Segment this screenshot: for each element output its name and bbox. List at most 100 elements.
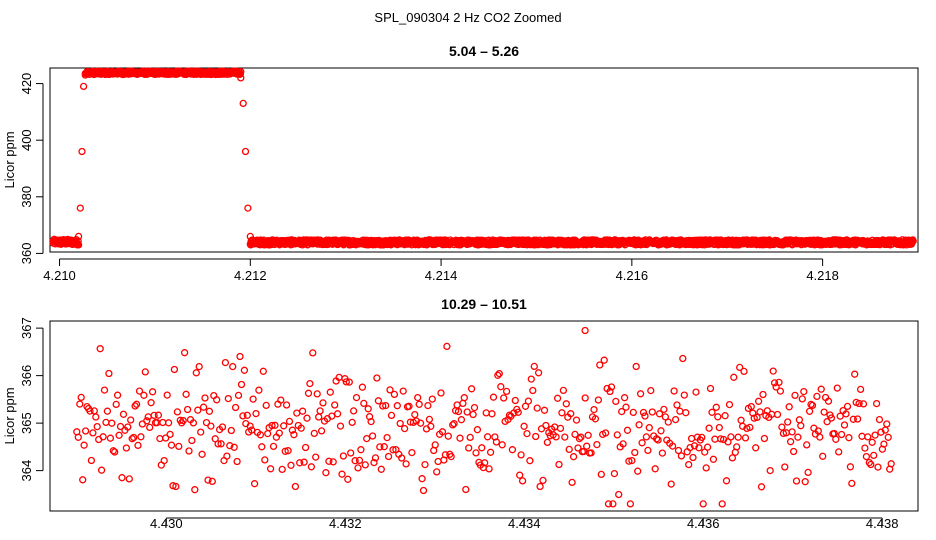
data-point (867, 460, 875, 469)
data-point (112, 400, 120, 409)
data-point (533, 404, 541, 412)
data-point (277, 396, 285, 404)
data-point (322, 469, 330, 477)
data-point (861, 444, 869, 452)
data-point (467, 385, 476, 393)
data-point (492, 438, 501, 446)
data-point (634, 467, 642, 475)
data-point (189, 419, 198, 427)
data-point (315, 413, 323, 421)
data-point (287, 461, 295, 469)
data-point (213, 396, 221, 404)
data-point (832, 435, 840, 443)
data-point (686, 443, 694, 452)
data-point (596, 361, 604, 369)
data-point (306, 379, 314, 388)
data-point (466, 433, 474, 442)
data-point (398, 454, 406, 462)
data-point (261, 456, 269, 464)
data-point (207, 422, 215, 430)
data-point (778, 423, 786, 431)
data-point (307, 463, 316, 471)
data-point (733, 443, 741, 451)
data-point (244, 204, 252, 212)
data-point (355, 456, 364, 465)
data-point (622, 403, 630, 411)
data-point (453, 401, 461, 409)
data-point (523, 429, 531, 438)
data-point (874, 463, 882, 471)
data-point (172, 482, 180, 491)
chart-2-plot-frame (49, 320, 919, 512)
data-point (708, 408, 716, 416)
data-point (842, 410, 850, 418)
data-point (447, 452, 455, 461)
data-point (565, 445, 573, 454)
data-point (147, 399, 155, 407)
data-point (628, 456, 636, 465)
data-point (529, 386, 537, 395)
data-point (74, 232, 83, 241)
data-point (574, 444, 582, 452)
data-point (808, 401, 817, 410)
chart-1-title: 5.04 – 5.26 (449, 43, 519, 59)
data-point (795, 416, 804, 424)
data-point (76, 204, 84, 212)
data-point (224, 394, 232, 403)
data-point (667, 480, 675, 488)
data-point (534, 369, 543, 377)
data-point (817, 385, 825, 393)
data-point (370, 458, 378, 467)
data-point (823, 418, 831, 426)
data-point (460, 394, 468, 402)
data-point (788, 428, 796, 436)
data-point (146, 423, 154, 432)
data-point (532, 432, 540, 441)
data-point (396, 419, 404, 428)
data-point (326, 388, 334, 396)
data-point (654, 436, 662, 444)
data-point (195, 362, 203, 371)
data-point (357, 446, 365, 454)
data-point (233, 457, 241, 466)
data-point (670, 387, 678, 395)
data-point (115, 431, 123, 439)
data-point (717, 435, 725, 443)
data-point (524, 397, 533, 405)
data-point (202, 418, 211, 427)
data-point (298, 407, 307, 415)
data-point (271, 421, 279, 429)
data-point (135, 387, 144, 395)
data-point (540, 406, 549, 414)
chart-2-title: 10.29 – 10.51 (441, 296, 527, 312)
data-point (400, 424, 409, 433)
chart-2-y-tick-label: 366 (19, 365, 34, 387)
data-point (721, 412, 729, 420)
data-point (606, 387, 614, 396)
data-point (647, 386, 655, 395)
data-point (858, 432, 866, 440)
data-point (425, 415, 434, 424)
data-point (601, 429, 610, 437)
data-point (488, 410, 496, 418)
data-point (827, 414, 836, 422)
data-point (623, 426, 632, 434)
data-point (345, 378, 353, 386)
data-point (297, 424, 305, 432)
data-point (609, 500, 617, 508)
data-point (594, 396, 603, 404)
data-point (718, 500, 726, 508)
data-point (76, 400, 84, 408)
data-point (125, 475, 133, 483)
data-point (134, 441, 142, 450)
data-point (711, 435, 719, 443)
data-point (456, 434, 464, 442)
data-point (498, 441, 506, 449)
chart-1-points (49, 67, 917, 249)
data-point (843, 402, 852, 411)
data-point (558, 409, 566, 417)
data-point (517, 451, 525, 459)
data-point (399, 387, 407, 395)
data-point (620, 394, 629, 402)
